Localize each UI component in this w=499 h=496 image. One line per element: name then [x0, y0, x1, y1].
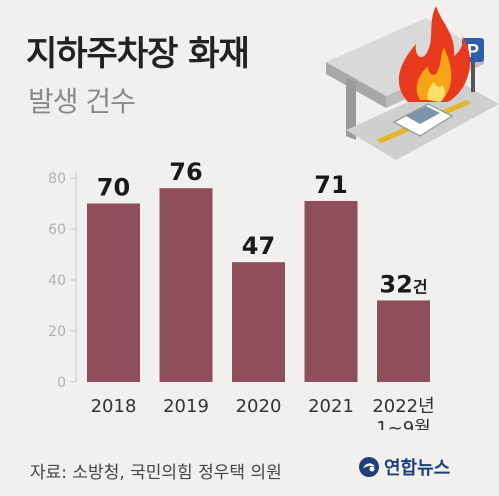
y-tick-label: 80: [48, 171, 66, 187]
logo-text: 연합뉴스: [384, 458, 451, 479]
value-label-0: 70: [97, 174, 130, 202]
y-tick-label: 60: [48, 222, 66, 238]
value-label-3: 71: [314, 171, 347, 199]
value-label-1: 76: [169, 158, 202, 186]
x-label-4: 2022년 1~9월: [372, 396, 434, 430]
value-label-4: 32건: [379, 270, 427, 298]
value-label-2: 47: [242, 232, 275, 260]
x-label-0: 2018: [91, 396, 137, 417]
bar-2: [232, 262, 285, 382]
y-tick-label: 20: [48, 324, 66, 340]
bar-0: [87, 203, 140, 382]
bar-3: [304, 200, 358, 382]
y-tick-label: 40: [48, 273, 66, 289]
value-labels: 70 76 47 71 32건: [97, 158, 428, 298]
x-label-1: 2019: [163, 396, 209, 417]
svg-text:P: P: [467, 41, 479, 61]
parking-fire-illustration: P: [326, 6, 499, 160]
y-axis-ticks: 0 20 40 60 80: [48, 171, 76, 391]
y-tick-label: 0: [57, 375, 66, 391]
source-note: 자료: 소방청, 국민의힘 정우택 의원: [30, 463, 282, 483]
x-label-3: 2021: [308, 396, 354, 417]
bar-4: [377, 300, 430, 382]
yonhap-logo: 연합뉴스: [358, 454, 450, 480]
chart-subtitle: 발생 건수: [28, 85, 136, 118]
bar-1: [159, 188, 213, 382]
chart-title: 지하주차장 화재: [26, 34, 250, 74]
x-axis-labels: 2018 2019 2020 2021 2022년 1~9월: [91, 396, 435, 430]
bars: [87, 188, 430, 382]
x-label-2: 2020: [236, 396, 282, 417]
yonhap-logo-icon: [359, 457, 379, 477]
